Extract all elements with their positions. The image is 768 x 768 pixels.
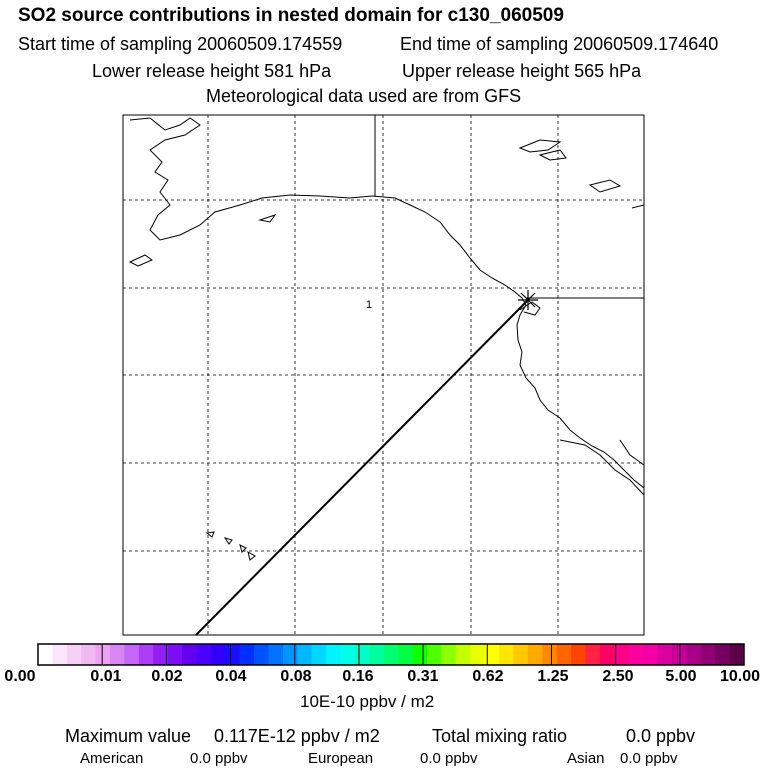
colorbar-swatch: [182, 644, 197, 665]
coastlines: [128, 115, 645, 561]
colorbar-swatch: [470, 644, 486, 665]
colorbar-tick: 1.25: [537, 668, 569, 685]
colorbar-tick: 0.62: [472, 668, 504, 685]
colorbar-swatch: [614, 644, 630, 665]
asian-label: Asian: [567, 750, 605, 767]
colorbar-border: [37, 643, 745, 666]
colorbar-tick: 0.08: [280, 668, 312, 685]
colorbar-tick: 0.31: [407, 668, 439, 685]
end-time-label: End time of sampling 20060509.174640: [400, 34, 719, 54]
colorbar-tick: 0.16: [342, 668, 374, 685]
colorbar-swatch: [311, 644, 327, 665]
lower-release-label: Lower release height 581 hPa: [92, 61, 332, 81]
colorbar-swatch: [556, 644, 572, 665]
start-time-label: Start time of sampling 20060509.174559: [18, 34, 343, 54]
colorbar-swatch: [225, 644, 241, 665]
upper-release-label: Upper release height 565 hPa: [402, 61, 642, 81]
colorbar-swatch: [383, 644, 399, 665]
colorbar-swatch: [729, 644, 745, 665]
colorbar-swatch: [369, 644, 385, 665]
colorbar-swatch: [326, 644, 342, 665]
source-marker-icon: [518, 290, 538, 310]
colorbar-swatch: [628, 644, 644, 665]
colorbar-swatch: [599, 644, 615, 665]
colorbar-swatch: [441, 644, 457, 665]
marker-label: 1: [366, 299, 372, 311]
colorbar-swatch: [542, 644, 558, 665]
met-data-label: Meteorological data used are from GFS: [206, 86, 522, 106]
colorbar-swatch: [398, 644, 414, 665]
colorbar-swatch: [196, 644, 212, 665]
colorbar-swatch: [239, 644, 255, 665]
colorbar-swatch: [66, 644, 82, 665]
colorbar-swatch: [153, 644, 169, 665]
colorbar-swatch: [167, 644, 183, 665]
colorbar-units: 10E-10 ppbv / m2: [300, 692, 435, 711]
colorbar-swatch: [427, 644, 442, 665]
colorbar-swatch: [354, 644, 370, 665]
colorbar-swatch: [110, 644, 125, 665]
trajectory: [195, 299, 529, 636]
colorbar-tick: 0.00: [4, 668, 36, 685]
colorbar-tick: 0.01: [90, 668, 122, 685]
colorbar-tick: 10.00: [719, 668, 761, 685]
max-value: 0.117E-12 ppbv / m2: [214, 726, 380, 746]
colorbar-swatch: [138, 644, 154, 665]
colorbar-swatch: [715, 644, 731, 665]
colorbar-swatch: [297, 644, 313, 665]
total-mixing-label: Total mixing ratio: [432, 726, 568, 746]
colorbar-tick: 5.00: [665, 668, 697, 685]
colorbar-swatch: [210, 644, 226, 665]
colorbar-swatch: [38, 644, 53, 665]
colorbar-swatch: [527, 644, 543, 665]
colorbar-swatch: [484, 644, 500, 665]
asian-value: 0.0 ppbv: [620, 750, 678, 767]
colorbar-swatch: [585, 644, 601, 665]
european-value: 0.0 ppbv: [420, 750, 478, 767]
colorbar-swatch: [95, 644, 111, 665]
page-title: SO2 source contributions in nested domai…: [18, 5, 564, 26]
colorbar-swatch: [254, 644, 270, 665]
colorbar-swatch: [52, 644, 68, 665]
colorbar-swatch: [513, 644, 529, 665]
colorbar-tick: 0.04: [215, 668, 247, 685]
total-mixing-value: 0.0 ppbv: [626, 726, 696, 746]
colorbar-swatch: [657, 644, 673, 665]
american-value: 0.0 ppbv: [190, 750, 248, 767]
colorbar-swatch: [412, 644, 428, 665]
european-label: European: [308, 750, 374, 767]
graticule: [123, 115, 644, 635]
colorbar-swatch: [499, 644, 514, 665]
colorbar-tick: 2.50: [602, 668, 634, 685]
max-value-label: Maximum value: [65, 726, 192, 746]
colorbar-swatch: [571, 644, 587, 665]
american-label: American: [80, 750, 144, 767]
colorbar-tick: 0.02: [151, 668, 183, 685]
colorbar-swatch: [455, 644, 471, 665]
colorbar-swatch: [686, 644, 702, 665]
colorbar-swatch: [124, 644, 140, 665]
colorbar-swatch: [282, 644, 298, 665]
colorbar-swatch: [340, 644, 356, 665]
colorbar-swatch: [81, 644, 97, 665]
colorbar-swatch: [700, 644, 716, 665]
colorbar: [37, 643, 745, 666]
colorbar-swatch: [643, 644, 659, 665]
colorbar-swatch: [268, 644, 284, 665]
